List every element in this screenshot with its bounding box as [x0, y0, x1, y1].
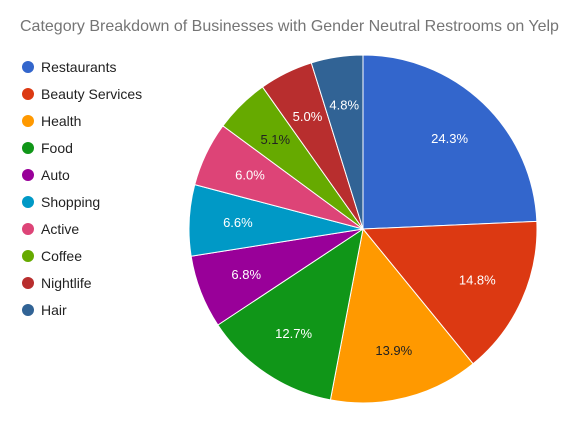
slice-label-auto: 6.8%: [231, 267, 261, 282]
slice-label-active: 6.0%: [235, 167, 265, 182]
legend-swatch: [22, 276, 34, 289]
legend-item-hair: Hair: [22, 296, 182, 323]
legend-item-beauty-services: Beauty Services: [22, 80, 182, 107]
legend-label: Food: [41, 139, 73, 156]
legend-item-shopping: Shopping: [22, 188, 182, 215]
legend-label: Hair: [41, 301, 67, 318]
legend-swatch: [22, 141, 34, 154]
slice-label-shopping: 6.6%: [223, 215, 253, 230]
slice-label-nightlife: 5.0%: [293, 109, 323, 124]
legend-label: Nightlife: [41, 274, 92, 291]
legend-swatch: [22, 87, 34, 100]
legend-swatch: [22, 222, 34, 235]
chart-title: Category Breakdown of Businesses with Ge…: [20, 18, 559, 35]
pie-slice-food: [217, 227, 364, 401]
slice-label-health: 13.9%: [375, 343, 412, 358]
pie-slice-beauty-services: [361, 220, 538, 365]
pie-slice-hair: [310, 54, 364, 230]
legend-item-active: Active: [22, 215, 182, 242]
legend-item-nightlife: Nightlife: [22, 269, 182, 296]
legend-swatch: [22, 168, 34, 181]
legend-label: Active: [41, 220, 80, 237]
legend-label: Beauty Services: [41, 85, 143, 102]
legend-label: Restaurants: [41, 58, 117, 75]
pie-slice-restaurants: [362, 54, 538, 230]
legend-item-coffee: Coffee: [22, 242, 182, 269]
pie-slice-health: [329, 227, 474, 404]
slice-label-coffee: 5.1%: [260, 132, 290, 147]
slice-label-restaurants: 24.3%: [431, 131, 468, 146]
legend-item-food: Food: [22, 134, 182, 161]
slice-label-beauty-services: 14.8%: [459, 273, 496, 288]
legend-item-health: Health: [22, 107, 182, 134]
legend-label: Auto: [41, 166, 70, 183]
slice-label-food: 12.7%: [275, 326, 312, 341]
legend-swatch: [22, 114, 34, 127]
legend-item-restaurants: Restaurants: [22, 53, 182, 80]
legend-label: Coffee: [41, 247, 82, 264]
legend-item-auto: Auto: [22, 161, 182, 188]
legend-label: Health: [41, 112, 82, 129]
legend-label: Shopping: [41, 193, 101, 210]
slice-label-hair: 4.8%: [329, 98, 359, 113]
legend-swatch: [22, 249, 34, 262]
legend-swatch: [22, 195, 34, 208]
legend-swatch: [22, 60, 34, 73]
legend-swatch: [22, 303, 34, 316]
chart-legend: Restaurants Beauty Services Health Food Auto…: [22, 53, 182, 323]
